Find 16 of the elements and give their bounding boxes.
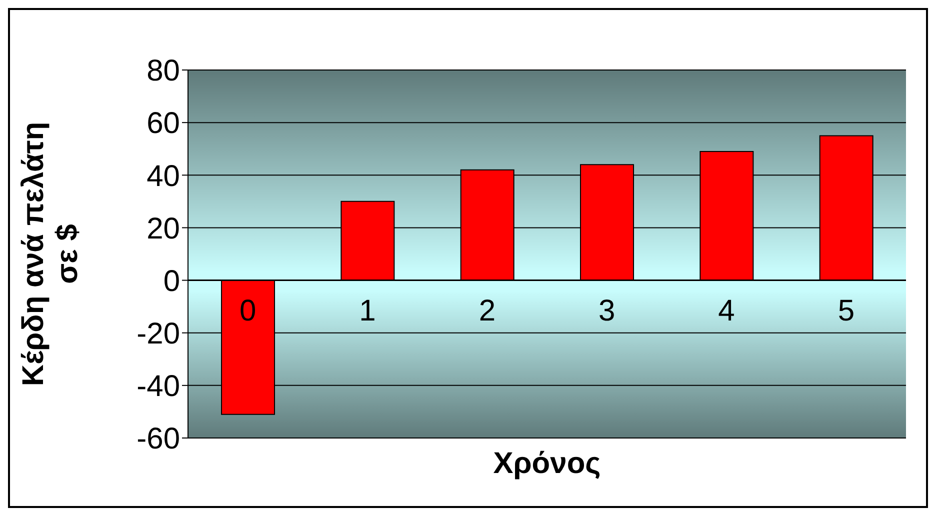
y-tick-label: 20 (146, 212, 180, 246)
x-tick-label: 4 (718, 294, 735, 328)
y-axis-title: Κέρδη ανά πελάτη σε $ (17, 122, 84, 386)
x-tick-label: 2 (478, 294, 496, 328)
x-axis-title: Χρόνος (493, 447, 601, 480)
x-tick-label: 0 (239, 294, 256, 328)
y-tick-label: 0 (163, 264, 180, 298)
x-tick-label: 1 (359, 294, 376, 328)
y-tick-label: 60 (146, 107, 180, 140)
x-tick-label: 3 (598, 294, 616, 328)
y-tick-label: -40 (136, 370, 180, 404)
y-tick-label: 80 (146, 54, 180, 88)
x-tick-label: 5 (838, 294, 855, 328)
y-tick-label: -20 (136, 318, 180, 351)
y-tick-label: 40 (146, 160, 180, 193)
y-tick-label: -60 (136, 422, 180, 456)
